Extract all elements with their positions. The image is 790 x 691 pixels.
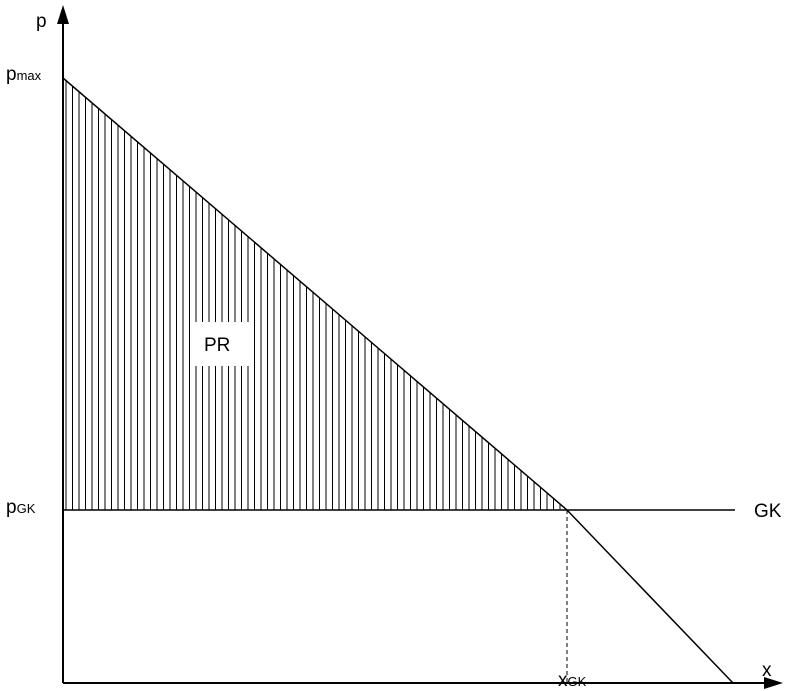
pmax-label: pmax: [6, 64, 42, 85]
xgk-label: xGK: [558, 670, 587, 691]
pr-label: PR: [204, 335, 230, 356]
x-arrow: [764, 677, 783, 689]
x-axis-label: x: [762, 660, 772, 681]
pgk-label: pGK: [6, 497, 36, 518]
gk-label: GK: [754, 501, 782, 522]
label-box: [194, 322, 252, 366]
y-arrow: [57, 5, 69, 24]
y-axis-label: p: [36, 11, 47, 32]
